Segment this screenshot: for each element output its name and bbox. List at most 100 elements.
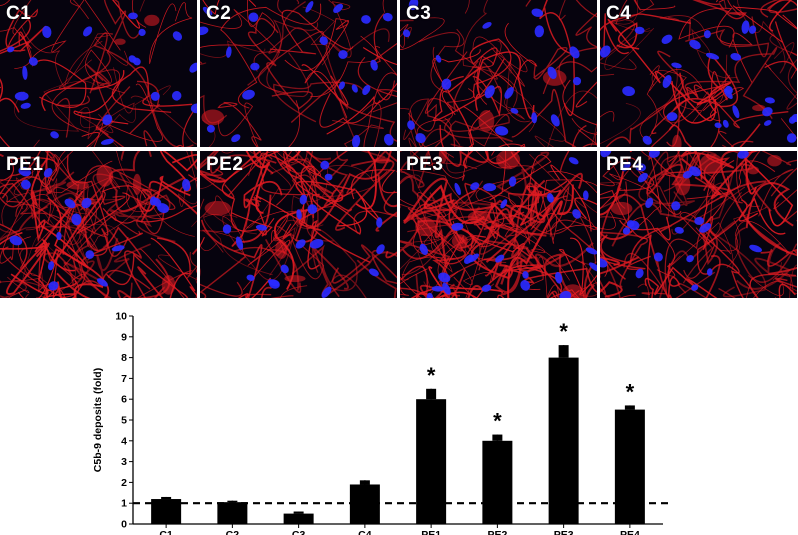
bar [416, 399, 447, 524]
fiber [530, 171, 597, 241]
fiber [307, 219, 371, 270]
nucleus [226, 46, 232, 58]
fiber [572, 124, 597, 147]
bar [482, 440, 513, 524]
fiber [545, 211, 597, 234]
x-tick-label: PE2 [487, 529, 507, 535]
fiber [472, 235, 525, 278]
fiber-cluster [610, 201, 633, 216]
fiber [76, 67, 135, 140]
fiber [353, 210, 397, 234]
fiber-cluster [114, 38, 126, 45]
nucleus [56, 231, 62, 241]
fiber-cluster [496, 151, 521, 170]
fiber [14, 80, 96, 132]
fiber [668, 123, 761, 147]
micrograph-panel-pe3: PE3 [400, 151, 597, 298]
fiber [237, 277, 272, 298]
nucleus [172, 31, 183, 41]
bar [614, 409, 645, 524]
fiber [200, 256, 246, 298]
nucleus [588, 262, 597, 272]
nucleus [510, 108, 519, 114]
fiber [574, 197, 597, 219]
fiber [533, 47, 568, 80]
fiber [792, 219, 797, 255]
y-tick-label: 2 [121, 477, 127, 489]
fiber [656, 54, 728, 124]
fiber-cluster [747, 166, 760, 175]
error-cap [426, 388, 437, 400]
fiber [96, 126, 125, 147]
nucleus [730, 52, 742, 61]
fiber [129, 80, 160, 135]
fiber [464, 182, 525, 249]
fiber [176, 106, 197, 147]
fiber [50, 194, 110, 298]
fiber [511, 88, 577, 147]
fiber [775, 277, 797, 288]
fiber [76, 185, 147, 235]
nucleus [600, 151, 612, 158]
fiber [148, 180, 197, 215]
nucleus [202, 6, 213, 16]
fiber [355, 151, 377, 210]
nucleus [661, 34, 673, 44]
nucleus [691, 284, 699, 291]
fiber [432, 229, 475, 298]
fiber [558, 0, 566, 21]
nucleus [442, 282, 451, 295]
fiber-cluster [144, 14, 160, 26]
micrograph-image [200, 0, 397, 147]
fiber [623, 252, 716, 298]
fiber [611, 0, 655, 25]
fiber [600, 211, 616, 230]
fiber-cluster [132, 173, 142, 195]
nucleus [407, 120, 415, 130]
nucleus [426, 292, 433, 298]
fiber [79, 269, 151, 290]
fiber [440, 151, 489, 167]
fiber [657, 151, 692, 192]
fiber [462, 151, 521, 169]
fiber [600, 19, 636, 61]
fiber [658, 221, 736, 298]
significance-marker: * [626, 379, 635, 404]
fiber [504, 264, 597, 293]
fiber [80, 253, 132, 298]
fiber-cluster [672, 134, 682, 147]
panel-label-c3: C3 [406, 3, 432, 24]
nucleus [96, 278, 108, 287]
y-tick-label: 4 [121, 435, 127, 447]
nucleus [451, 222, 464, 231]
nucleus [132, 57, 141, 66]
nucleus [338, 81, 346, 90]
fiber [699, 159, 735, 231]
fiber [677, 282, 736, 298]
fiber [427, 223, 538, 298]
fiber [5, 190, 84, 295]
nucleus [568, 157, 579, 165]
y-tick-label: 3 [121, 456, 127, 468]
fiber-cluster [284, 275, 306, 283]
fiber [441, 291, 478, 298]
fiber [0, 192, 72, 232]
fiber [686, 160, 776, 200]
nucleus [200, 26, 209, 36]
nucleus [653, 252, 663, 262]
nucleus [296, 209, 302, 220]
fiber [247, 17, 313, 110]
nucleus [100, 138, 114, 145]
fiber-cluster [204, 201, 231, 216]
fiber [371, 13, 397, 65]
fiber [400, 213, 461, 297]
fiber [600, 216, 626, 278]
micrograph-panel-pe1: PE1 [0, 151, 197, 298]
fiber [149, 2, 193, 64]
nucleus [248, 12, 259, 22]
panel-label-pe4: PE4 [606, 154, 644, 175]
fiber [647, 234, 681, 298]
fiber [55, 95, 90, 138]
fiber [71, 273, 86, 298]
nucleus [714, 122, 722, 129]
